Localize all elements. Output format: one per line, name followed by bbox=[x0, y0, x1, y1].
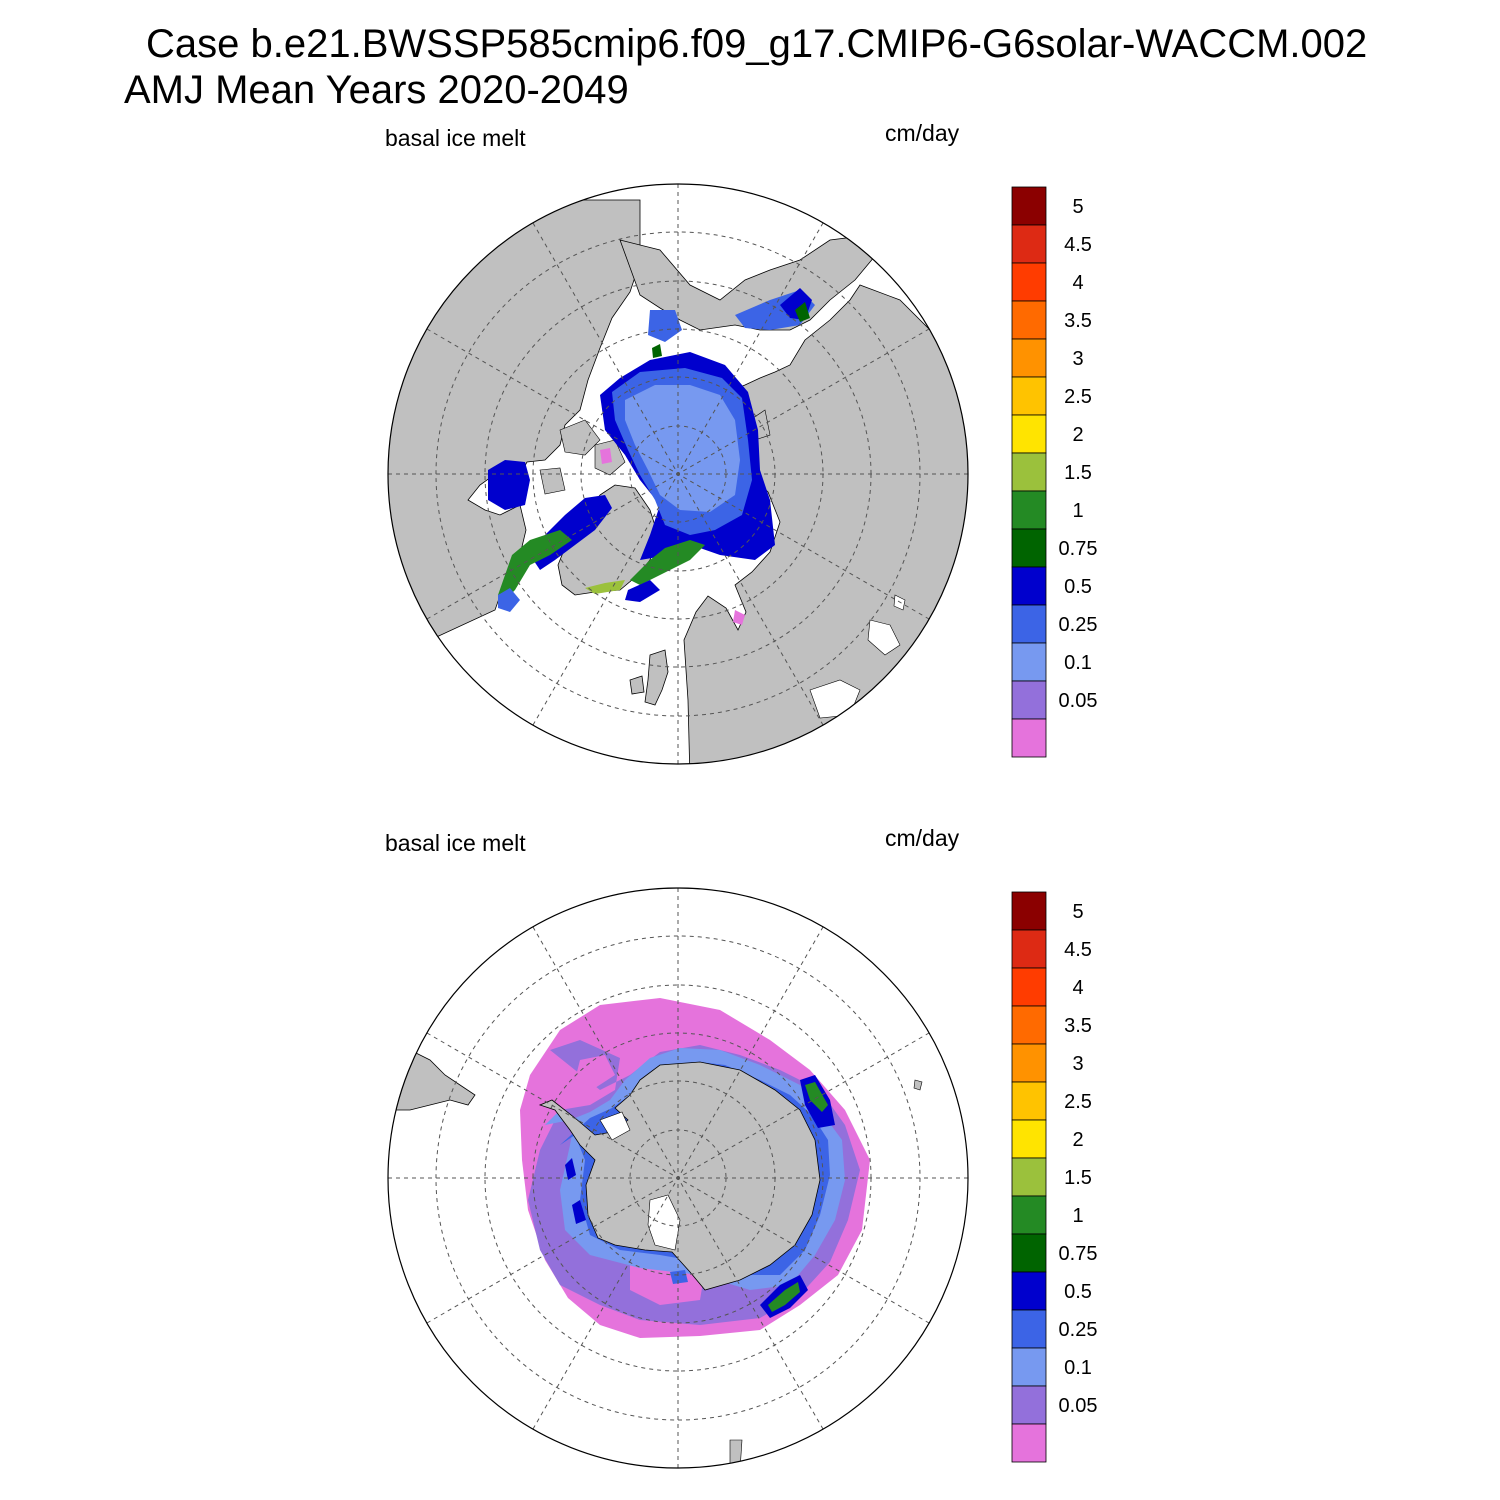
colorbar-north-tick-label: 3 bbox=[1072, 348, 1083, 370]
colorbar-south-swatch bbox=[1011, 929, 1047, 969]
colorbar-south-swatch bbox=[1011, 967, 1047, 1007]
colorbar-north-tick-label: 2 bbox=[1072, 424, 1083, 446]
units-label-south: cm/day bbox=[885, 825, 960, 851]
colorbar-north-tick-label: 0.1 bbox=[1064, 652, 1092, 674]
colorbar-north-tick-label: 4 bbox=[1072, 272, 1083, 294]
colorbar-north-swatch bbox=[1011, 680, 1047, 720]
colorbar-north-swatch bbox=[1011, 642, 1047, 682]
south-graticule bbox=[388, 888, 968, 1468]
colorbar-south-tick-label: 0.25 bbox=[1059, 1319, 1098, 1341]
colorbar-north-swatch bbox=[1011, 566, 1047, 606]
north-polar-map bbox=[387, 183, 969, 765]
colorbar-north-swatch bbox=[1011, 262, 1047, 302]
north-graticule bbox=[388, 184, 968, 764]
colorbar-south-tick-label: 0.75 bbox=[1059, 1243, 1098, 1265]
colorbar-north-swatch bbox=[1011, 376, 1047, 416]
colorbar-north-swatch bbox=[1011, 604, 1047, 644]
colorbar-south-swatch bbox=[1011, 1157, 1047, 1197]
colorbar-south-tick-label: 2 bbox=[1072, 1129, 1083, 1151]
north-map-border bbox=[387, 183, 969, 765]
colorbar-south-swatch bbox=[1011, 1195, 1047, 1235]
variable-label-north: basal ice melt bbox=[385, 125, 526, 151]
colorbar-south-tick-label: 1 bbox=[1072, 1205, 1083, 1227]
colorbar-north: 5 4.5 4 3.5 3 2.5 2 1.5 1 0.75 0.5 0.25 0.1 0.05 bbox=[1011, 186, 1098, 758]
antarctica-land bbox=[538, 1061, 821, 1291]
colorbar-south-tick-label: 0.1 bbox=[1064, 1357, 1092, 1379]
colorbar-north-swatch bbox=[1011, 452, 1047, 492]
colorbar-north-swatch bbox=[1011, 186, 1047, 226]
colorbar-north-tick-label: 0.05 bbox=[1059, 690, 1098, 712]
colorbar-south-swatch bbox=[1011, 1081, 1047, 1121]
colorbar-north-swatch bbox=[1011, 338, 1047, 378]
colorbar-north-swatch bbox=[1011, 414, 1047, 454]
colorbar-south-swatch bbox=[1011, 1309, 1047, 1349]
colorbar-north-tick-label: 4.5 bbox=[1064, 234, 1092, 256]
colorbar-north-tick-label: 0.25 bbox=[1059, 614, 1098, 636]
colorbar-south-swatch bbox=[1011, 891, 1047, 931]
units-label-north: cm/day bbox=[885, 120, 960, 146]
south-map-border bbox=[387, 887, 969, 1469]
colorbar-north-tick-label: 0.75 bbox=[1059, 538, 1098, 560]
colorbar-south-tick-label: 4.5 bbox=[1064, 939, 1092, 961]
colorbar-north-swatch bbox=[1011, 300, 1047, 340]
colorbar-north-swatch bbox=[1011, 224, 1047, 264]
colorbar-north-tick-label: 0.5 bbox=[1064, 576, 1092, 598]
colorbar-south-swatch bbox=[1011, 1271, 1047, 1311]
colorbar-north-tick-label: 3.5 bbox=[1064, 310, 1092, 332]
colorbar-south-swatch bbox=[1011, 1385, 1047, 1425]
britain-land bbox=[644, 649, 669, 706]
colorbar-south-tick-label: 0.5 bbox=[1064, 1281, 1092, 1303]
colorbar-north-swatch bbox=[1011, 490, 1047, 530]
colorbar-south-tick-label: 3.5 bbox=[1064, 1015, 1092, 1037]
case-title: Case b.e21.BWSSP585cmip6.f09_g17.CMIP6-G… bbox=[146, 22, 1368, 66]
colorbar-south-swatch bbox=[1011, 1005, 1047, 1045]
colorbar-north-tick-label: 1 bbox=[1072, 500, 1083, 522]
colorbar-north-tick-label: 1.5 bbox=[1064, 462, 1092, 484]
colorbar-south-swatch bbox=[1011, 1233, 1047, 1273]
colorbar-south: 5 4.5 4 3.5 3 2.5 2 1.5 1 0.75 0.5 0.25 0.1 0.05 bbox=[1011, 891, 1098, 1463]
variable-label-south: basal ice melt bbox=[385, 830, 526, 856]
colorbar-south-tick-label: 4 bbox=[1072, 977, 1083, 999]
colorbar-south-tick-label: 2.5 bbox=[1064, 1091, 1092, 1113]
colorbar-south-tick-label: 5 bbox=[1072, 901, 1083, 923]
north-ice-melt-field bbox=[488, 288, 815, 625]
colorbar-south-swatch bbox=[1011, 1043, 1047, 1083]
south-polar-map bbox=[387, 887, 969, 1469]
period-title: AMJ Mean Years 2020-2049 bbox=[124, 68, 629, 112]
colorbar-south-tick-label: 0.05 bbox=[1059, 1395, 1098, 1417]
colorbar-north-swatch bbox=[1011, 718, 1047, 758]
colorbar-south-swatch bbox=[1011, 1119, 1047, 1159]
colorbar-south-swatch bbox=[1011, 1423, 1047, 1463]
colorbar-south-swatch bbox=[1011, 1347, 1047, 1387]
colorbar-north-swatch bbox=[1011, 528, 1047, 568]
colorbar-north-tick-label: 2.5 bbox=[1064, 386, 1092, 408]
colorbar-south-tick-label: 1.5 bbox=[1064, 1167, 1092, 1189]
colorbar-north-tick-label: 5 bbox=[1072, 196, 1083, 218]
colorbar-south-tick-label: 3 bbox=[1072, 1053, 1083, 1075]
